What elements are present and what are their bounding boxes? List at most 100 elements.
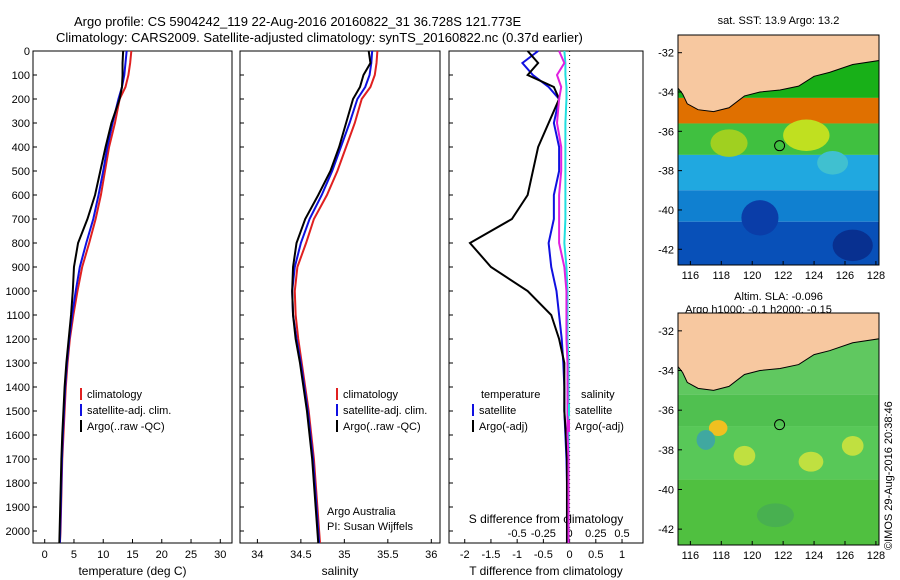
y-tick-label: 1600	[6, 430, 30, 442]
x-tick-label: 34	[251, 549, 263, 561]
x-tick-label: 10	[97, 549, 109, 561]
y-tick-label: 1700	[6, 454, 30, 466]
map-x-tick-label: 126	[836, 550, 854, 562]
map-x-tick-label: 128	[867, 550, 885, 562]
sst-feature	[817, 150, 849, 175]
map-y-tick-label: -42	[658, 524, 674, 536]
x-axis-label: temperature (deg C)	[78, 564, 186, 578]
land-area	[677, 312, 880, 391]
map-y-tick-label: -38	[658, 445, 674, 457]
ocean-band	[678, 394, 879, 427]
y-tick-label: 1200	[6, 334, 30, 346]
x-tick-label: 20	[156, 549, 168, 561]
map-y-tick-label: -40	[658, 205, 674, 217]
y-tick-label: 1900	[6, 502, 30, 514]
credit-pi: PI: Susan Wijffels	[327, 521, 413, 533]
y-tick-label: 400	[12, 142, 30, 154]
y-tick-label: 500	[12, 166, 30, 178]
panel-2: 34 34.5 35 35.5 36 salinity climatology satelli…	[239, 50, 441, 578]
map-y-tick-label: -36	[658, 126, 674, 138]
legend-label: satellite-adj. clim.	[343, 405, 427, 417]
title-line-2: Climatology: CARS2009. Satellite-adjuste…	[56, 30, 583, 45]
s-tick-label: 0.5	[614, 528, 629, 540]
land-area	[677, 34, 880, 113]
map-frame	[677, 312, 880, 546]
x-axis-label: salinity	[322, 564, 359, 578]
sst-feature	[832, 229, 873, 262]
map-y-tick-label: -38	[658, 166, 674, 178]
map-sst: sat. SST: 13.9 Argo: 13.2 116 118 120 122 124…	[658, 15, 885, 282]
map-x-tick-label: 116	[682, 550, 700, 562]
map-x-tick-label: 122	[774, 270, 792, 282]
legend-label: satellite	[479, 405, 516, 417]
x-axis-label: T difference from climatology	[469, 564, 623, 578]
y-tick-label: 1000	[6, 286, 30, 298]
series-line-2	[468, 50, 568, 543]
series-line-3	[291, 50, 372, 544]
legend-label: Argo(..raw -QC)	[343, 421, 421, 433]
title-line-1: Argo profile: CS 5904242_119 22-Aug-2016…	[74, 14, 522, 29]
sla-feature	[708, 420, 728, 436]
panel-3: -2 -1.5 -1 -0.5 0 0.5 1 T difference from clima…	[448, 50, 644, 578]
float-marker	[774, 140, 786, 152]
map-frame	[677, 34, 880, 266]
x-tick-label: -1.5	[481, 549, 500, 561]
y-tick-label: 200	[12, 94, 30, 106]
legend-title-temperature: temperature	[481, 389, 540, 401]
series-line-4	[555, 50, 570, 543]
legend-label: climatology	[87, 389, 143, 401]
x-tick-label: 5	[71, 549, 77, 561]
x-tick-label: 0.5	[588, 549, 603, 561]
y-tick-label: 700	[12, 214, 30, 226]
sla-feature	[756, 503, 794, 528]
map-title: sat. SST: 13.9 Argo: 13.2	[718, 15, 840, 27]
plot-frame	[239, 50, 441, 544]
y-tick-label: 1500	[6, 406, 30, 418]
map-x-tick-label: 122	[774, 550, 792, 562]
x-tick-label: 0	[567, 549, 573, 561]
x-tick-label: 36	[425, 549, 437, 561]
s-tick-label: -0.5	[508, 528, 527, 540]
y-tick-label: 1100	[6, 310, 30, 322]
x-tick-label: -0.5	[534, 549, 553, 561]
plot-frame	[448, 50, 644, 544]
plot-frame	[32, 50, 233, 544]
ocean-band	[678, 154, 879, 191]
series-line-3	[58, 50, 125, 544]
y-tick-label: 900	[12, 262, 30, 274]
map-y-tick-label: -32	[658, 326, 674, 338]
x-tick-label: 35.5	[377, 549, 398, 561]
legend-label: Argo(-adj)	[575, 421, 624, 433]
y-tick-label: 0	[24, 46, 30, 58]
x-tick-label: 0	[42, 549, 48, 561]
y-tick-label: 300	[12, 118, 30, 130]
legend-title-salinity: salinity	[581, 389, 615, 401]
y-tick-label: 600	[12, 190, 30, 202]
legend-label: climatology	[343, 389, 399, 401]
x-tick-label: 30	[214, 549, 226, 561]
x-tick-label: 25	[185, 549, 197, 561]
map-x-tick-label: 116	[682, 270, 700, 282]
sst-feature	[741, 200, 779, 236]
map-x-tick-label: 120	[743, 550, 761, 562]
map-y-tick-label: -36	[658, 405, 674, 417]
map-x-tick-label: 118	[713, 550, 731, 562]
legend-label: satellite	[575, 405, 612, 417]
ocean-band	[678, 190, 879, 222]
sla-feature	[841, 435, 864, 456]
map-y-tick-label: -32	[658, 48, 674, 60]
s-tick-label: 0	[567, 528, 573, 540]
s-tick-label: -0.25	[531, 528, 556, 540]
x-tick-label: 35	[338, 549, 350, 561]
legend-label: Argo(-adj)	[479, 421, 528, 433]
x-tick-label: 1	[619, 549, 625, 561]
x-tick-label: -2	[460, 549, 470, 561]
sla-feature	[696, 429, 716, 450]
map-x-tick-label: 124	[805, 270, 823, 282]
map-x-tick-label: 128	[867, 270, 885, 282]
s-tick-label: 0.25	[585, 528, 606, 540]
y-tick-label: 2000	[6, 526, 30, 538]
y-tick-label: 1400	[6, 382, 30, 394]
